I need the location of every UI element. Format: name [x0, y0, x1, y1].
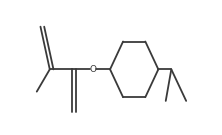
- Text: O: O: [89, 65, 97, 74]
